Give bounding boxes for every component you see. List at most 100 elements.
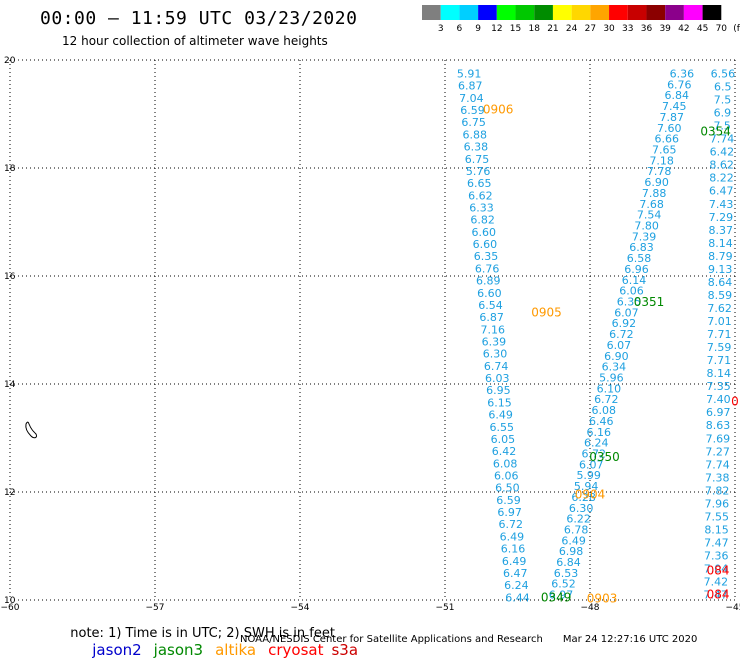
wave-height-value: 6.33 bbox=[469, 201, 494, 214]
wave-height-value: 7.62 bbox=[707, 302, 732, 315]
pass-time-label: 0 bbox=[731, 394, 739, 408]
wave-height-value: 6.03 bbox=[485, 372, 510, 385]
wave-height-value: 8.63 bbox=[706, 419, 731, 432]
wave-height-value: 6.87 bbox=[458, 80, 483, 93]
pass-time-label: 084 bbox=[707, 563, 730, 577]
wave-height-value: 6.06 bbox=[494, 469, 519, 482]
wave-height-value: 6.75 bbox=[465, 153, 490, 166]
wave-height-value: 9.13 bbox=[708, 263, 733, 276]
wave-height-value: 7.16 bbox=[481, 323, 506, 336]
legend-entry-jason2: jason2 bbox=[92, 641, 141, 659]
wave-height-value: 6.9 bbox=[714, 107, 732, 120]
wave-height-value: 6.05 bbox=[491, 433, 516, 446]
pass-time-label: 0903 bbox=[587, 591, 618, 605]
credit-text: NOAA/NESDIS Center for Satellite Applica… bbox=[240, 634, 543, 645]
wave-height-value: 6.89 bbox=[476, 275, 501, 288]
wave-height-value: 6.59 bbox=[496, 494, 521, 507]
wave-height-value: 5.91 bbox=[457, 68, 482, 81]
wave-height-value: 8.59 bbox=[708, 289, 733, 302]
wave-height-value: 7.35 bbox=[706, 380, 731, 393]
wave-height-value: 7.5 bbox=[714, 94, 732, 107]
wave-height-value: 6.56 bbox=[711, 68, 736, 81]
wave-height-value: 8.79 bbox=[708, 250, 733, 263]
wave-height-value: 6.60 bbox=[477, 287, 502, 300]
pass-time-label: 0905 bbox=[531, 306, 562, 320]
coastline-island bbox=[26, 422, 37, 438]
wave-height-value: 8.62 bbox=[709, 159, 734, 172]
wave-height-value: 7.43 bbox=[709, 198, 734, 211]
island-shape bbox=[26, 422, 37, 438]
credit-line: NOAA/NESDIS Center for Satellite Applica… bbox=[240, 634, 697, 645]
wave-height-value: 7.71 bbox=[707, 354, 732, 367]
pass-time-label: 0351 bbox=[634, 295, 665, 309]
wave-height-value: 6.42 bbox=[710, 146, 735, 159]
wave-height-value: 6.47 bbox=[709, 185, 734, 198]
wave-height-value: 6.47 bbox=[503, 567, 528, 580]
wave-height-value: 6.30 bbox=[483, 348, 508, 361]
wave-height-value: 6.38 bbox=[464, 141, 489, 154]
wave-height-value: 7.27 bbox=[705, 445, 730, 458]
wave-height-value: 7.82 bbox=[705, 484, 730, 497]
wave-height-value: 7.38 bbox=[705, 471, 730, 484]
pass-time-label: 0906 bbox=[483, 103, 514, 117]
wave-height-value: 7.36 bbox=[704, 550, 729, 563]
wave-height-value: 6.5 bbox=[714, 81, 732, 94]
y-tick-label: 14 bbox=[4, 380, 16, 390]
wave-height-value: 8.14 bbox=[706, 367, 731, 380]
wave-height-value: 8.22 bbox=[709, 172, 734, 185]
wave-height-value: 6.60 bbox=[472, 226, 497, 239]
pass-time-label: 0354 bbox=[700, 124, 731, 138]
wave-height-value: 6.49 bbox=[500, 530, 525, 543]
wave-height-value: 6.49 bbox=[502, 555, 527, 568]
wave-height-values: 5.916.877.046.596.756.886.386.755.766.65… bbox=[457, 68, 735, 605]
wave-height-value: 6.55 bbox=[490, 421, 515, 434]
pass-time-label: 0349 bbox=[541, 590, 572, 604]
wave-height-value: 6.35 bbox=[474, 250, 499, 263]
wave-height-value: 6.08 bbox=[493, 457, 518, 470]
wave-height-value: 6.88 bbox=[463, 128, 488, 141]
wave-height-value: 8.14 bbox=[708, 237, 733, 250]
y-tick-label: 20 bbox=[4, 56, 16, 66]
wave-height-value: 6.62 bbox=[468, 189, 493, 202]
wave-height-value: 7.59 bbox=[707, 341, 732, 354]
wave-height-value: 6.82 bbox=[470, 214, 495, 227]
pass-time-label: 084 bbox=[707, 588, 730, 602]
wave-height-value: 8.15 bbox=[704, 523, 729, 536]
wave-height-value: 7.29 bbox=[709, 211, 734, 224]
wave-height-value: 6.95 bbox=[486, 384, 511, 397]
wave-height-value: 6.24 bbox=[504, 579, 529, 592]
wave-height-value: 6.39 bbox=[482, 335, 507, 348]
wave-height-value: 6.59 bbox=[460, 104, 485, 117]
wave-height-value: 6.16 bbox=[501, 543, 526, 556]
wave-height-value: 7.96 bbox=[705, 497, 730, 510]
wave-height-value: 7.04 bbox=[459, 92, 484, 105]
wave-height-value: 6.44 bbox=[505, 591, 530, 604]
wave-height-value: 8.37 bbox=[708, 224, 733, 237]
wave-height-value: 6.75 bbox=[461, 116, 486, 129]
pass-time-label: 0904 bbox=[575, 488, 606, 502]
wave-height-value: 6.74 bbox=[484, 360, 509, 373]
wave-height-value: 7.69 bbox=[706, 432, 731, 445]
wave-height-value: 6.50 bbox=[495, 482, 520, 495]
wave-height-value: 8.64 bbox=[708, 276, 733, 289]
wave-height-value: 7.47 bbox=[704, 536, 729, 549]
wave-height-value: 6.54 bbox=[478, 299, 503, 312]
credit-timestamp: Mar 24 12:27:16 UTC 2020 bbox=[563, 634, 698, 645]
wave-height-value: 6.97 bbox=[497, 506, 522, 519]
wave-height-value: 6.42 bbox=[492, 445, 517, 458]
wave-height-value: 5.76 bbox=[466, 165, 491, 178]
y-tick-label: 10 bbox=[4, 596, 16, 606]
wave-height-value: 7.74 bbox=[705, 458, 730, 471]
wave-height-value: 7.01 bbox=[707, 315, 732, 328]
x-tick-label: −51 bbox=[436, 603, 455, 613]
wave-height-value: 7.40 bbox=[706, 393, 731, 406]
wave-height-value: 7.71 bbox=[707, 328, 732, 341]
legend-entry-jason3: jason3 bbox=[154, 641, 203, 659]
pass-time-label: 0350 bbox=[589, 450, 620, 464]
wave-height-value: 6.72 bbox=[499, 518, 524, 531]
wave-height-value: 6.76 bbox=[475, 262, 500, 275]
x-tick-label: −45 bbox=[726, 603, 740, 613]
wave-height-value: 7.55 bbox=[705, 510, 730, 523]
wave-height-value: 6.97 bbox=[706, 406, 731, 419]
